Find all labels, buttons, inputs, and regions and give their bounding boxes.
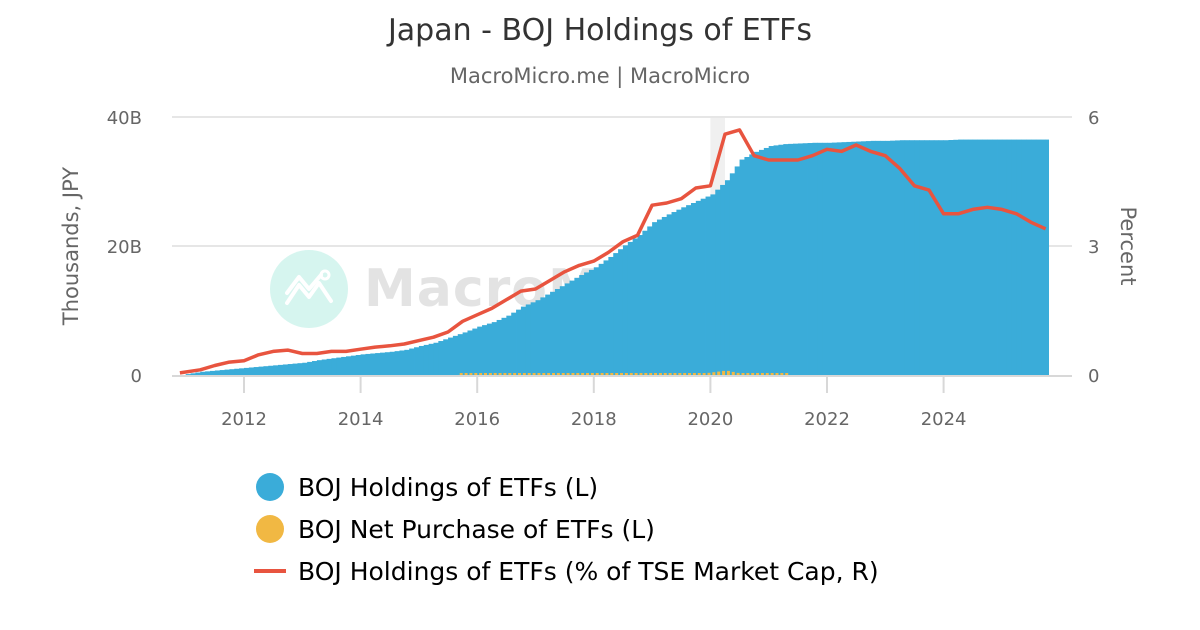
x-tick-label: 2022 <box>804 409 850 430</box>
right-tick-label: 0 <box>1088 366 1099 387</box>
right-y-axis: 0 3 6 <box>1088 108 1099 387</box>
right-axis-title: Percent <box>1116 206 1140 285</box>
right-tick-label: 3 <box>1088 237 1099 258</box>
legend-dot-icon <box>256 473 284 501</box>
legend-item-net-purchase[interactable]: BOJ Net Purchase of ETFs (L) <box>254 508 879 550</box>
holdings-bars <box>185 139 1049 375</box>
left-axis-title: Thousands, JPY <box>59 167 83 326</box>
x-tick-label: 2020 <box>687 409 733 430</box>
legend-item-holdings[interactable]: BOJ Holdings of ETFs (L) <box>254 466 879 508</box>
x-tick-label: 2024 <box>921 409 967 430</box>
chart-subtitle: MacroMicro.me | MacroMicro <box>449 64 751 88</box>
x-tick-label: 2018 <box>571 409 617 430</box>
chart-title: Japan - BOJ Holdings of ETFs <box>387 13 813 48</box>
x-tick-label: 2012 <box>221 409 267 430</box>
left-tick-label: 40B <box>107 108 142 129</box>
legend-line-icon <box>254 569 286 573</box>
pct-line <box>179 128 1047 375</box>
legend-item-pct-market-cap[interactable]: BOJ Holdings of ETFs (% of TSE Market Ca… <box>254 550 879 592</box>
x-tick-label: 2016 <box>454 409 500 430</box>
left-tick-label: 0 <box>131 366 142 387</box>
x-axis: 2012 2014 2016 2018 2020 2022 2024 <box>172 375 1072 430</box>
x-tick-label: 2014 <box>338 409 384 430</box>
legend: BOJ Holdings of ETFs (L) BOJ Net Purchas… <box>254 466 879 592</box>
left-y-axis: 0 20B 40B <box>107 108 142 387</box>
legend-dot-icon <box>256 515 284 543</box>
net-purchase-bars <box>459 370 789 375</box>
legend-label: BOJ Holdings of ETFs (L) <box>298 472 599 502</box>
right-tick-label: 6 <box>1088 108 1099 129</box>
legend-label: BOJ Holdings of ETFs (% of TSE Market Ca… <box>298 556 879 586</box>
legend-label: BOJ Net Purchase of ETFs (L) <box>298 514 655 544</box>
left-tick-label: 20B <box>107 237 142 258</box>
